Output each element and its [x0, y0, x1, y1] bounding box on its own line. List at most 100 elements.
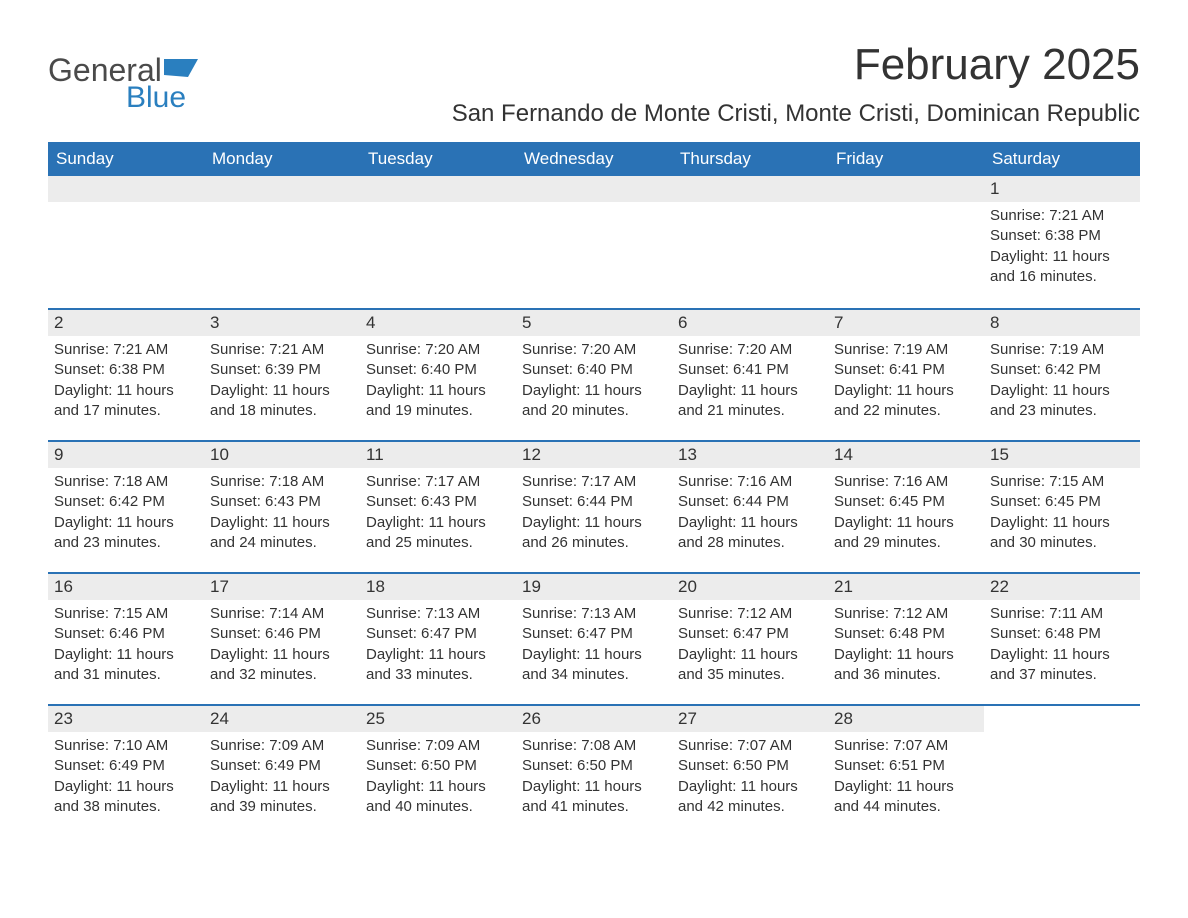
header: General Blue February 2025 San Fernando … [48, 40, 1140, 128]
sunrise-text: Sunrise: 7:19 AM [834, 340, 978, 360]
day-body: Sunrise: 7:07 AMSunset: 6:50 PMDaylight:… [672, 732, 828, 827]
week-row: 1Sunrise: 7:21 AMSunset: 6:38 PMDaylight… [48, 176, 1140, 308]
day-cell: 25Sunrise: 7:09 AMSunset: 6:50 PMDayligh… [360, 706, 516, 836]
day-number: 17 [204, 574, 360, 600]
daylight-text: Daylight: 11 hours and 34 minutes. [522, 645, 666, 686]
daylight-text: Daylight: 11 hours and 26 minutes. [522, 513, 666, 554]
sunset-text: Sunset: 6:46 PM [210, 624, 354, 644]
daylight-text: Daylight: 11 hours and 25 minutes. [366, 513, 510, 554]
sunrise-text: Sunrise: 7:07 AM [834, 736, 978, 756]
daylight-text: Daylight: 11 hours and 28 minutes. [678, 513, 822, 554]
sunset-text: Sunset: 6:38 PM [990, 226, 1134, 246]
empty-day-cell [672, 176, 828, 308]
day-cell: 8Sunrise: 7:19 AMSunset: 6:42 PMDaylight… [984, 310, 1140, 440]
sunrise-text: Sunrise: 7:18 AM [210, 472, 354, 492]
day-cell: 14Sunrise: 7:16 AMSunset: 6:45 PMDayligh… [828, 442, 984, 572]
sunrise-text: Sunrise: 7:19 AM [990, 340, 1134, 360]
day-number [984, 706, 1140, 732]
day-body: Sunrise: 7:21 AMSunset: 6:38 PMDaylight:… [48, 336, 204, 431]
day-number [516, 176, 672, 202]
day-number [204, 176, 360, 202]
weekday-header-row: Sunday Monday Tuesday Wednesday Thursday… [48, 142, 1140, 176]
sunrise-text: Sunrise: 7:20 AM [366, 340, 510, 360]
day-number: 21 [828, 574, 984, 600]
day-cell: 26Sunrise: 7:08 AMSunset: 6:50 PMDayligh… [516, 706, 672, 836]
sunset-text: Sunset: 6:44 PM [678, 492, 822, 512]
sunset-text: Sunset: 6:45 PM [834, 492, 978, 512]
day-body: Sunrise: 7:16 AMSunset: 6:45 PMDaylight:… [828, 468, 984, 563]
sunset-text: Sunset: 6:47 PM [678, 624, 822, 644]
sunrise-text: Sunrise: 7:09 AM [366, 736, 510, 756]
weekday-header: Saturday [984, 142, 1140, 176]
sunset-text: Sunset: 6:47 PM [366, 624, 510, 644]
day-cell: 5Sunrise: 7:20 AMSunset: 6:40 PMDaylight… [516, 310, 672, 440]
month-title: February 2025 [452, 40, 1140, 90]
sunset-text: Sunset: 6:40 PM [522, 360, 666, 380]
day-cell: 28Sunrise: 7:07 AMSunset: 6:51 PMDayligh… [828, 706, 984, 836]
daylight-text: Daylight: 11 hours and 41 minutes. [522, 777, 666, 818]
sunrise-text: Sunrise: 7:10 AM [54, 736, 198, 756]
sunrise-text: Sunrise: 7:21 AM [54, 340, 198, 360]
day-cell: 11Sunrise: 7:17 AMSunset: 6:43 PMDayligh… [360, 442, 516, 572]
day-body: Sunrise: 7:20 AMSunset: 6:40 PMDaylight:… [360, 336, 516, 431]
day-number: 13 [672, 442, 828, 468]
day-body: Sunrise: 7:10 AMSunset: 6:49 PMDaylight:… [48, 732, 204, 827]
day-cell: 27Sunrise: 7:07 AMSunset: 6:50 PMDayligh… [672, 706, 828, 836]
day-cell: 19Sunrise: 7:13 AMSunset: 6:47 PMDayligh… [516, 574, 672, 704]
day-body: Sunrise: 7:15 AMSunset: 6:45 PMDaylight:… [984, 468, 1140, 563]
day-number: 22 [984, 574, 1140, 600]
sunset-text: Sunset: 6:38 PM [54, 360, 198, 380]
day-number: 6 [672, 310, 828, 336]
day-body: Sunrise: 7:17 AMSunset: 6:44 PMDaylight:… [516, 468, 672, 563]
day-body [360, 202, 516, 216]
day-body [516, 202, 672, 216]
sunrise-text: Sunrise: 7:12 AM [834, 604, 978, 624]
calendar: Sunday Monday Tuesday Wednesday Thursday… [48, 142, 1140, 836]
day-cell: 15Sunrise: 7:15 AMSunset: 6:45 PMDayligh… [984, 442, 1140, 572]
week-row: 23Sunrise: 7:10 AMSunset: 6:49 PMDayligh… [48, 704, 1140, 836]
daylight-text: Daylight: 11 hours and 37 minutes. [990, 645, 1134, 686]
day-body: Sunrise: 7:13 AMSunset: 6:47 PMDaylight:… [360, 600, 516, 695]
sunset-text: Sunset: 6:41 PM [834, 360, 978, 380]
day-number: 9 [48, 442, 204, 468]
day-number: 28 [828, 706, 984, 732]
sunrise-text: Sunrise: 7:21 AM [990, 206, 1134, 226]
sunset-text: Sunset: 6:42 PM [54, 492, 198, 512]
daylight-text: Daylight: 11 hours and 38 minutes. [54, 777, 198, 818]
daylight-text: Daylight: 11 hours and 42 minutes. [678, 777, 822, 818]
daylight-text: Daylight: 11 hours and 24 minutes. [210, 513, 354, 554]
daylight-text: Daylight: 11 hours and 18 minutes. [210, 381, 354, 422]
day-cell: 16Sunrise: 7:15 AMSunset: 6:46 PMDayligh… [48, 574, 204, 704]
sunrise-text: Sunrise: 7:12 AM [678, 604, 822, 624]
day-body: Sunrise: 7:20 AMSunset: 6:40 PMDaylight:… [516, 336, 672, 431]
sunset-text: Sunset: 6:50 PM [678, 756, 822, 776]
location-subtitle: San Fernando de Monte Cristi, Monte Cris… [452, 100, 1140, 128]
day-body [984, 732, 1140, 746]
sunrise-text: Sunrise: 7:13 AM [522, 604, 666, 624]
empty-day-cell [204, 176, 360, 308]
day-body: Sunrise: 7:12 AMSunset: 6:47 PMDaylight:… [672, 600, 828, 695]
sunset-text: Sunset: 6:51 PM [834, 756, 978, 776]
sunset-text: Sunset: 6:43 PM [366, 492, 510, 512]
day-cell: 18Sunrise: 7:13 AMSunset: 6:47 PMDayligh… [360, 574, 516, 704]
daylight-text: Daylight: 11 hours and 32 minutes. [210, 645, 354, 686]
sunset-text: Sunset: 6:40 PM [366, 360, 510, 380]
day-body: Sunrise: 7:12 AMSunset: 6:48 PMDaylight:… [828, 600, 984, 695]
sunrise-text: Sunrise: 7:08 AM [522, 736, 666, 756]
day-number: 20 [672, 574, 828, 600]
day-cell: 10Sunrise: 7:18 AMSunset: 6:43 PMDayligh… [204, 442, 360, 572]
day-cell: 4Sunrise: 7:20 AMSunset: 6:40 PMDaylight… [360, 310, 516, 440]
week-row: 16Sunrise: 7:15 AMSunset: 6:46 PMDayligh… [48, 572, 1140, 704]
day-body: Sunrise: 7:21 AMSunset: 6:38 PMDaylight:… [984, 202, 1140, 297]
sunrise-text: Sunrise: 7:16 AM [678, 472, 822, 492]
day-number [672, 176, 828, 202]
day-cell: 20Sunrise: 7:12 AMSunset: 6:47 PMDayligh… [672, 574, 828, 704]
day-body: Sunrise: 7:16 AMSunset: 6:44 PMDaylight:… [672, 468, 828, 563]
day-cell: 22Sunrise: 7:11 AMSunset: 6:48 PMDayligh… [984, 574, 1140, 704]
day-cell: 2Sunrise: 7:21 AMSunset: 6:38 PMDaylight… [48, 310, 204, 440]
sunrise-text: Sunrise: 7:13 AM [366, 604, 510, 624]
sunset-text: Sunset: 6:47 PM [522, 624, 666, 644]
weekday-header: Monday [204, 142, 360, 176]
day-number: 18 [360, 574, 516, 600]
sunrise-text: Sunrise: 7:20 AM [678, 340, 822, 360]
